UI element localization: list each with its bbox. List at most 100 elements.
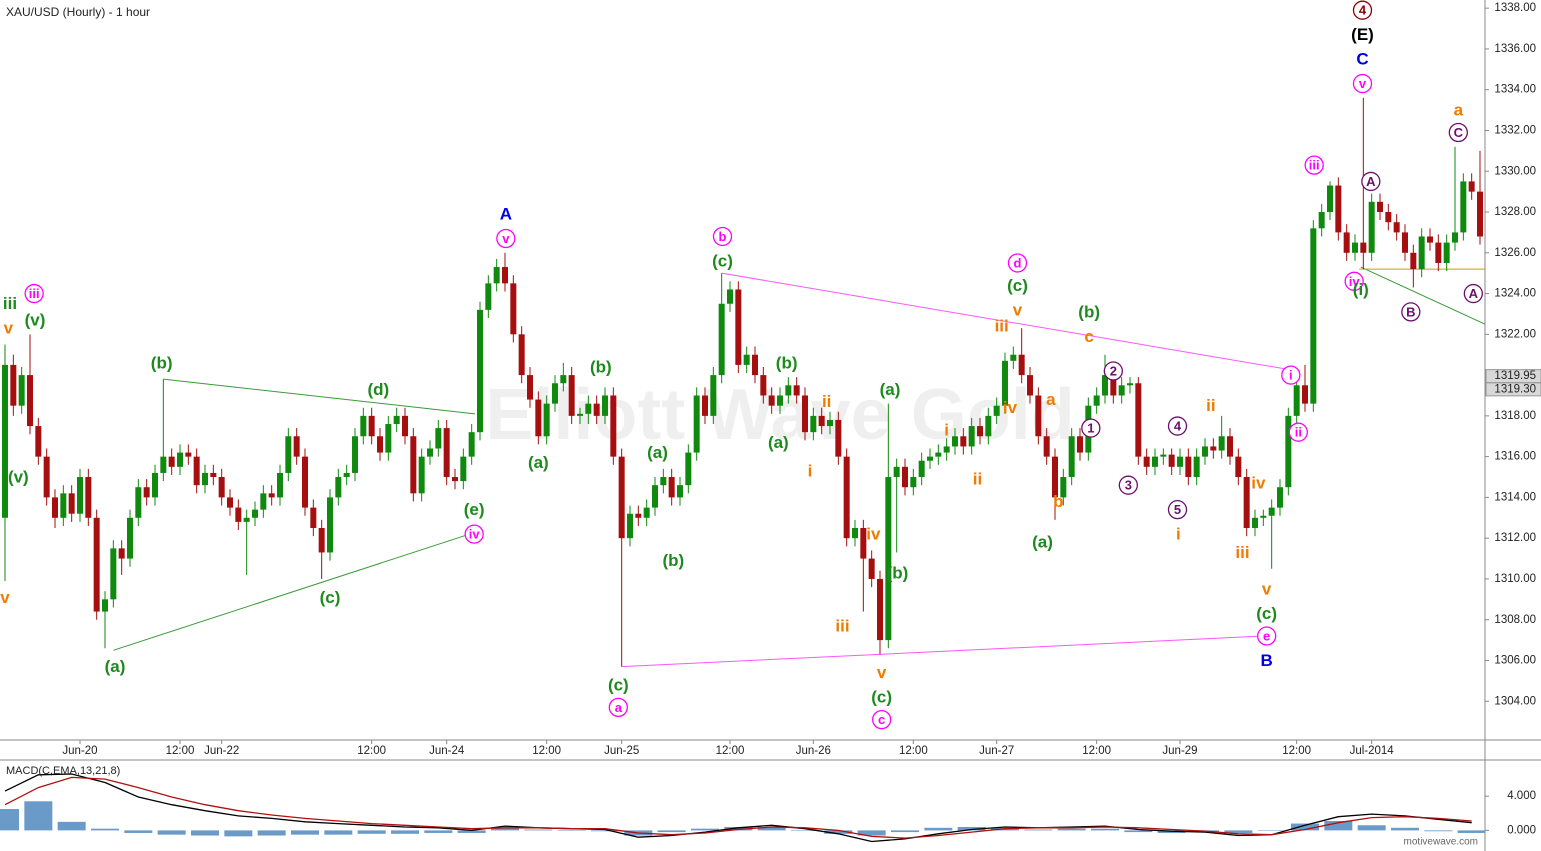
wave-label-circle [1304, 155, 1324, 175]
candle-body [702, 395, 708, 416]
candle-body [1135, 383, 1142, 457]
candle-body [260, 493, 267, 510]
candle-body [1243, 477, 1250, 528]
candle-body [510, 283, 517, 335]
wave-label: (b) [887, 563, 909, 582]
histogram-bar [1391, 827, 1419, 831]
wave-label: A [1366, 174, 1376, 189]
wave-label: iv [469, 527, 481, 542]
candle-body [860, 527, 867, 559]
candle-body [1143, 456, 1150, 467]
source: motivewave.com [1404, 837, 1478, 848]
candle-body [1043, 436, 1050, 457]
candle-body [1127, 383, 1133, 386]
candle-body [877, 578, 883, 641]
macd-line [4, 776, 1472, 839]
candle-body [935, 452, 942, 457]
candle-body [693, 395, 700, 453]
wave-label: (v) [8, 468, 29, 487]
trendline [1360, 266, 1485, 325]
candle-body [552, 383, 558, 404]
macd-plot [0, 773, 1485, 843]
histogram-bar [924, 827, 953, 831]
candle-body [1202, 446, 1208, 457]
candle-body [410, 436, 417, 494]
x-tick-label: 12:00 [1082, 745, 1111, 757]
candle-body [618, 456, 625, 539]
price-plot: Elliott Wave Goldiiiviii(v)(v)v(b)(a)(c)… [0, 0, 1485, 730]
histogram-bar [491, 827, 519, 831]
wave-label: iv [1349, 274, 1361, 289]
candle-body [393, 415, 400, 425]
y-tick-label: 1334.00 [1494, 84, 1536, 96]
wave-label: v [1262, 580, 1272, 599]
candle-body [1302, 385, 1308, 404]
wave-label: iii [835, 616, 849, 635]
candle-body [543, 403, 550, 437]
candle-body [1402, 232, 1408, 253]
candle-body [277, 472, 283, 498]
candle-body [718, 303, 725, 376]
wave-label: (b) [776, 353, 798, 372]
candle-body [577, 413, 583, 416]
x-tick-label: Jul-2014 [1350, 745, 1395, 757]
candle-body [1102, 375, 1108, 396]
candle-body [952, 436, 958, 447]
y-tick-label: 1304.00 [1494, 695, 1536, 707]
wave-label-circle [1257, 626, 1277, 646]
candle-body [35, 426, 42, 457]
histogram-bar [557, 830, 586, 831]
x-tick-label: Jun-27 [979, 745, 1014, 757]
wave-label: a [1046, 390, 1056, 409]
candle-body [127, 517, 133, 559]
candle-body [60, 493, 67, 518]
candle-body [1235, 456, 1242, 478]
trendline [621, 635, 1264, 668]
wave-label: iv [1251, 474, 1266, 493]
y-tick-label: 1310.00 [1494, 573, 1536, 585]
wave-label: v [877, 663, 887, 682]
candle-body [793, 385, 800, 396]
candle-body [227, 497, 233, 508]
histogram-bar [1324, 820, 1353, 831]
candle-body [1002, 360, 1008, 406]
candle-body [293, 436, 300, 457]
candle-body [827, 419, 833, 427]
wave-label: b [1053, 492, 1063, 511]
wave-label: (E) [1351, 25, 1374, 44]
histogram-bar [757, 826, 786, 831]
wave-label: A [1469, 286, 1479, 301]
candle-body [18, 375, 25, 406]
candle-body [1110, 375, 1117, 396]
wave-label: a [1454, 101, 1464, 120]
wave-label: (a) [768, 433, 789, 452]
candle-body [1118, 385, 1125, 396]
y-tick-label: 1328.00 [1494, 206, 1536, 218]
histogram-bar [124, 830, 153, 833]
y-tick-label: 1338.00 [1494, 2, 1536, 14]
candle-body [843, 456, 850, 539]
wave-label: v [1013, 300, 1023, 319]
candle-body [927, 456, 933, 461]
histogram-bar [357, 830, 386, 834]
candle-body [1410, 252, 1417, 270]
candle-body [1227, 436, 1233, 457]
wave-label: i [1176, 525, 1181, 544]
candle-body [1177, 456, 1183, 467]
candle-body [360, 415, 367, 437]
wave-label: b [719, 229, 727, 244]
macd-line [4, 773, 1472, 843]
candle-body [593, 403, 600, 416]
wave-label: iii [3, 294, 17, 313]
price-label: 1319.95 [1494, 370, 1536, 382]
candle-body [835, 419, 842, 457]
candle-body [302, 456, 308, 508]
x-tick-label: Jun-24 [429, 745, 465, 757]
candle-body [1077, 436, 1083, 453]
wave-label: (e) [464, 500, 485, 519]
x-tick-label: 12:00 [899, 745, 928, 757]
candle-body [1068, 436, 1075, 478]
histogram-bar [157, 830, 186, 835]
candle-body [943, 446, 950, 453]
candle-body [1210, 446, 1217, 451]
